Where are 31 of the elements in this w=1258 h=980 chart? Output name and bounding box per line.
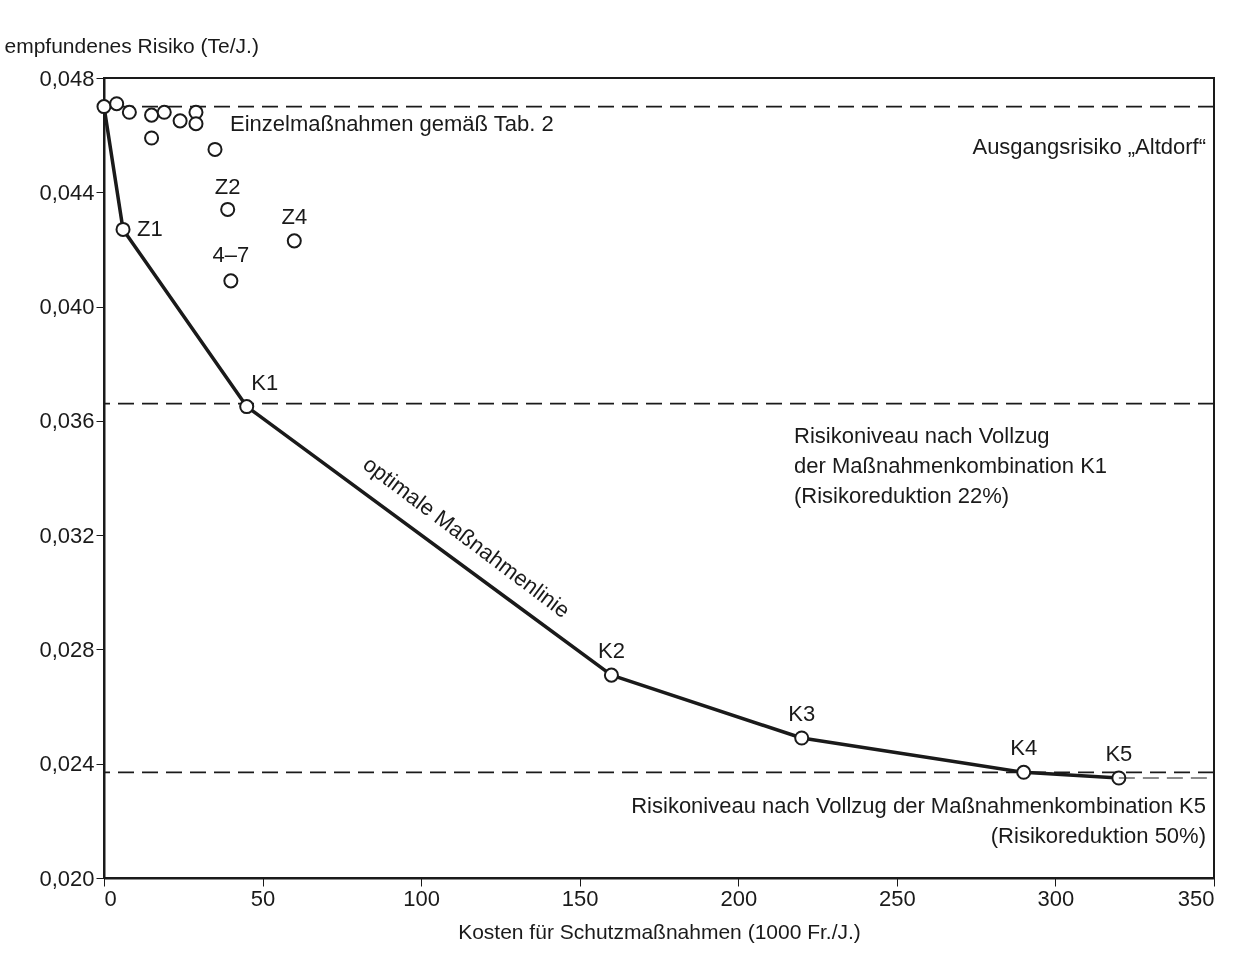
annotation: Z4: [281, 203, 308, 229]
x-tick-label: 100: [403, 885, 440, 911]
ref-line-label: Risikoniveau nach Vollzug der Maßnahmenkombination K5 (Risikoreduktion 50%): [631, 793, 1206, 849]
x-tick-label: 350: [1177, 885, 1215, 911]
x-tick-label: 200: [720, 885, 758, 911]
annotation: 4–7: [212, 241, 250, 267]
ref-line-label: Risikoniveau nach Vollzug der Maßnahmenkombination K1 (Risikoreduktion 22%): [794, 422, 1108, 508]
y-tick-label: 0,040: [39, 294, 95, 320]
y-tick-label: 0,044: [39, 179, 95, 205]
annotation: Z2: [214, 174, 241, 200]
y-tick-label: 0,024: [39, 751, 95, 777]
annotation: K2: [597, 638, 625, 664]
x-tick-label: 250: [879, 885, 916, 911]
y-tick-label: 0,048: [39, 65, 95, 91]
annotation: Einzelmaßnahmen gemäß Tab. 2: [229, 110, 554, 136]
ref-line-label: Ausgangsrisiko „Altdorf“: [972, 133, 1206, 159]
annotation: K1: [251, 369, 279, 395]
y-tick-label: 0,028: [39, 636, 95, 662]
x-tick-label: 150: [561, 885, 599, 911]
annotation: K3: [788, 701, 816, 726]
annotation: K4: [1010, 735, 1038, 761]
annotation: K5: [1105, 741, 1133, 766]
y-tick-label: 0,032: [39, 522, 95, 548]
y-tick-label: 0,036: [39, 408, 95, 434]
annotation: Z1: [137, 216, 163, 242]
x-tick-label: 300: [1037, 885, 1075, 911]
y-tick-label: 0,020: [39, 865, 95, 891]
y-axis-title: empfundenes Risiko (Te/J.): [4, 33, 259, 57]
x-tick-label: 50: [250, 885, 276, 911]
x-tick-label: 0: [104, 885, 117, 911]
x-axis-title: Kosten für Schutzmaßnahmen (1000 Fr./J.): [458, 919, 861, 943]
